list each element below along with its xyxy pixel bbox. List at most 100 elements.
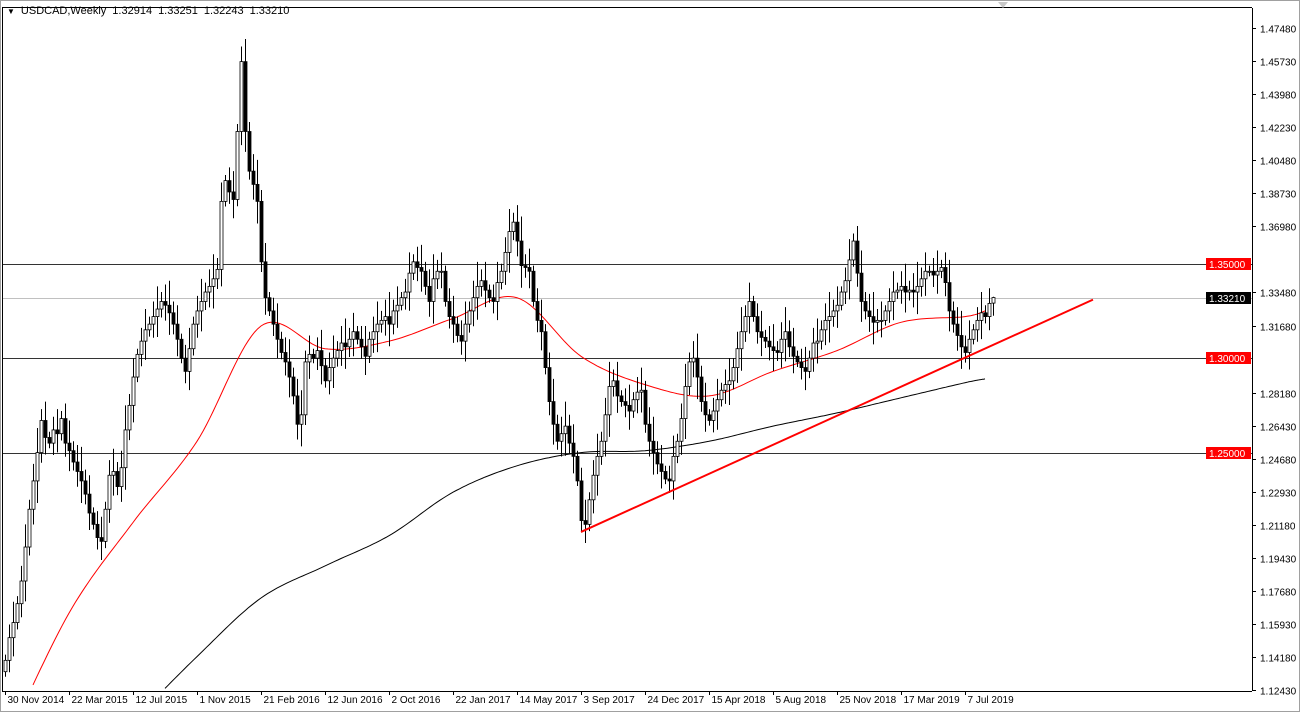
candle-body-bull — [203, 291, 208, 302]
candle — [447, 288, 452, 329]
candle-body-bull — [727, 380, 732, 385]
plot-area — [3, 38, 1252, 689]
candle-body-bear — [171, 312, 176, 325]
candle-body-bull — [15, 603, 20, 623]
candle-body-bull — [7, 637, 12, 661]
candle-body-bear — [663, 471, 668, 480]
candle — [295, 378, 300, 440]
candle-body-bear — [755, 316, 760, 333]
candle — [359, 326, 364, 359]
candle — [647, 407, 652, 457]
candle — [415, 246, 420, 282]
candle — [751, 295, 756, 322]
candle — [667, 465, 672, 493]
level-price-label-bg — [1206, 258, 1251, 270]
candle-body-bull — [639, 389, 644, 393]
candle — [255, 159, 260, 224]
candle-body-bull — [899, 285, 904, 291]
candle-body-bear — [955, 323, 960, 336]
candle-body-bull — [851, 240, 856, 261]
candle — [823, 303, 828, 346]
candle — [843, 267, 848, 304]
candle-body-bear — [283, 352, 288, 363]
candle-body-bull — [371, 331, 376, 340]
candle-body-bear — [179, 338, 184, 359]
candle — [147, 316, 152, 337]
candle — [899, 271, 904, 304]
candle-body-bull — [747, 301, 752, 317]
candle-body-bull — [827, 316, 832, 321]
candle-body-bear — [911, 289, 916, 293]
candle — [759, 310, 764, 357]
x-tick-label: 12 Jun 2016 — [328, 695, 383, 706]
candle-body-bear — [527, 267, 532, 272]
candle-body-bull — [51, 429, 56, 444]
candle — [219, 182, 224, 287]
candle — [655, 441, 660, 475]
candle — [243, 38, 248, 152]
candle-body-bull — [683, 386, 688, 419]
candle-body-bull — [687, 361, 692, 387]
candle — [563, 401, 568, 456]
candle-body-bear — [667, 478, 672, 482]
candle-body-bear — [867, 310, 872, 317]
candle-body-bull — [35, 452, 40, 482]
candle — [467, 301, 472, 333]
candle-body-bull — [711, 410, 716, 421]
x-tick-label: 12 Jul 2015 — [136, 695, 188, 706]
candle-body-bull — [927, 270, 932, 273]
candle-body-bear — [535, 301, 540, 321]
y-tick-label: 1.28180 — [1260, 390, 1297, 401]
candle — [363, 326, 368, 375]
candle-body-bull — [327, 367, 332, 382]
candle-body-bear — [627, 404, 632, 412]
candle — [675, 433, 680, 464]
moving-average-line — [32, 295, 986, 686]
candle-body-bull — [507, 231, 512, 253]
candle-body-bear — [651, 440, 656, 453]
candle — [275, 303, 280, 358]
candle-body-bear — [523, 265, 528, 268]
candle-body-bull — [607, 386, 612, 416]
candle-body-bear — [295, 395, 300, 425]
candle-body-bear — [311, 353, 316, 359]
ohlc-high: 1.33251 — [158, 5, 198, 17]
candle — [11, 601, 16, 657]
candle — [799, 348, 804, 380]
current-price-label: 1.33210 — [1209, 294, 1246, 305]
candle-body-bull — [915, 285, 920, 293]
candle-body-bull — [199, 301, 204, 312]
candle — [227, 167, 232, 204]
dropdown-triangle-icon[interactable]: ▼ — [7, 6, 15, 16]
candle — [711, 397, 716, 433]
candle — [43, 401, 48, 455]
chart-shift-marker-icon[interactable] — [998, 2, 1008, 8]
candle — [239, 46, 244, 146]
candle-body-bear — [443, 270, 448, 302]
candle — [983, 305, 988, 324]
candle — [703, 382, 708, 432]
candle-body-bear — [543, 331, 548, 368]
candle-body-bull — [59, 418, 64, 435]
y-tick-label: 1.31680 — [1260, 323, 1297, 334]
candle — [103, 501, 108, 549]
candle-body-bear — [571, 442, 576, 457]
candle — [115, 462, 120, 496]
candle-body-bull — [971, 329, 976, 340]
candle-body-bull — [235, 131, 240, 200]
x-tick-label: 24 Dec 2017 — [648, 695, 705, 706]
candle-body-bull — [307, 353, 312, 363]
candle-body-bull — [671, 455, 676, 482]
x-tick-label: 3 Sep 2017 — [584, 695, 636, 706]
candle-body-bull — [503, 251, 508, 272]
candle — [967, 320, 972, 370]
x-tick-label: 1 Nov 2015 — [200, 695, 252, 706]
candle — [151, 301, 156, 338]
candle — [107, 460, 112, 523]
x-tick-label: 21 Feb 2016 — [264, 695, 321, 706]
candle — [583, 499, 588, 544]
candle — [131, 358, 136, 423]
candle-body-bear — [795, 355, 800, 363]
